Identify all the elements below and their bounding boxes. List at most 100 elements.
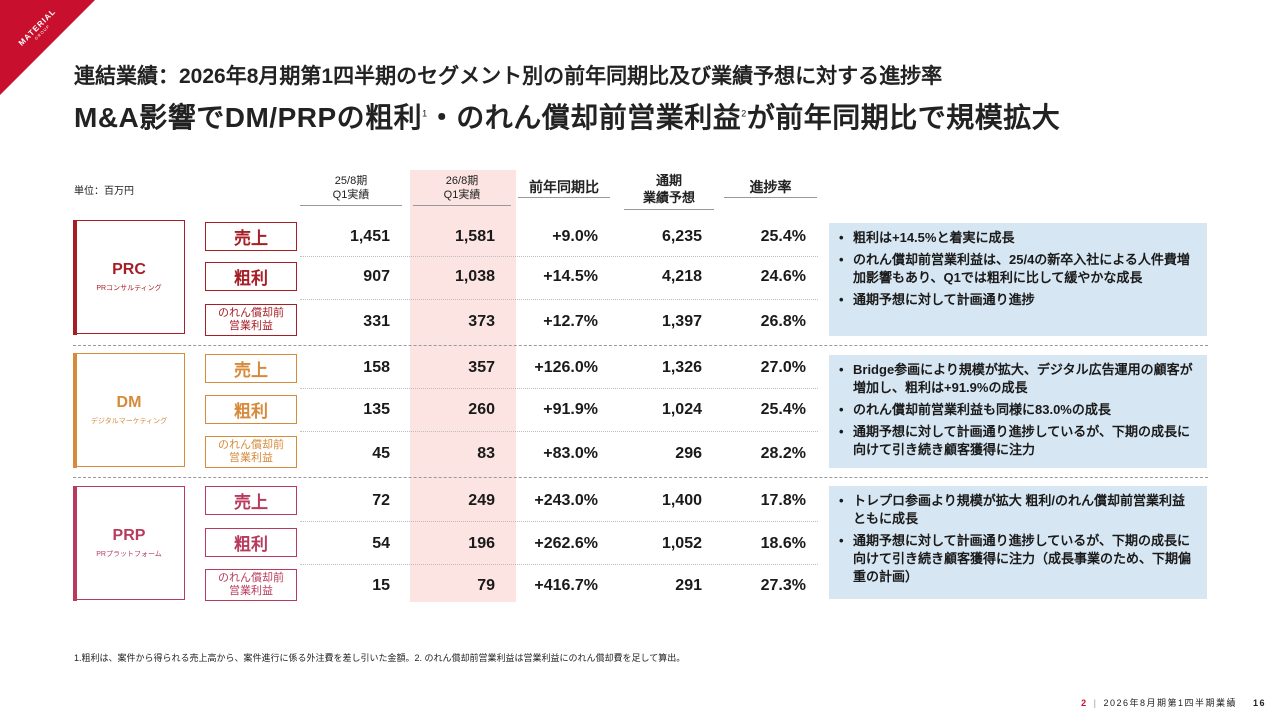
- note-item: のれん償却前営業利益も同様に83.0%の成長: [837, 401, 1197, 419]
- brand-corner: [0, 0, 95, 95]
- cell-prc-op-prev: 331: [363, 313, 390, 330]
- row-label-gross: 粗利: [205, 528, 297, 557]
- segment-box-dm: DM デジタルマーケティング: [72, 352, 185, 468]
- cell-prc-op-forecast: 1,397: [661, 313, 702, 330]
- segment-name: PRP: [112, 527, 146, 544]
- segment-subname: PRプラットフォーム: [96, 551, 162, 558]
- page-number: 16: [1252, 698, 1266, 708]
- cell-prc-sales-prev: 1,451: [349, 228, 390, 245]
- current-period-highlight: [410, 170, 516, 602]
- col-header-curr-line2: Q1実績: [443, 189, 481, 201]
- cell-prp-op-forecast: 291: [675, 577, 702, 594]
- row-label-op-line1: のれん償却前: [218, 307, 284, 319]
- row-label-gross: 粗利: [205, 395, 297, 424]
- row-separator: [300, 431, 818, 432]
- row-separator: [300, 256, 818, 257]
- row-separator: [300, 299, 818, 300]
- cell-prp-gross-yoy: +262.6%: [534, 535, 598, 552]
- row-label-op: のれん償却前 営業利益: [205, 304, 297, 336]
- segment-subname: デジタルマーケティング: [90, 418, 168, 425]
- cell-prp-op-progress: 27.3%: [760, 577, 806, 594]
- title-part-2: ・のれん償却前営業利益: [427, 102, 742, 133]
- note-item: 通期予想に対して計画通り進捗しているが、下期の成長に向けて引き続き顧客獲得に注力: [837, 423, 1197, 459]
- cell-dm-gross-forecast: 1,024: [661, 401, 702, 418]
- row-label-sales: 売上: [205, 354, 297, 383]
- notes-dm: Bridge参画により規模が拡大、デジタル広告運用の顧客が増加し、粗利は+91.…: [829, 355, 1207, 468]
- cell-prp-op-prev: 15: [372, 577, 390, 594]
- cell-prp-sales-yoy: +243.0%: [534, 492, 598, 509]
- notes-prp: トレプロ参画より規模が拡大 粗利/のれん償却前営業利益ともに成長 通期予想に対し…: [829, 486, 1207, 599]
- cell-prp-gross-progress: 18.6%: [760, 535, 806, 552]
- cell-dm-op-curr: 83: [477, 445, 495, 462]
- segment-accent-bar: [72, 219, 77, 335]
- cell-dm-sales-curr: 357: [468, 359, 495, 376]
- footer-divider: |: [1093, 698, 1098, 708]
- col-header-prev-line2: Q1実績: [332, 189, 370, 201]
- segment-box-prp: PRP PRプラットフォーム: [72, 485, 185, 601]
- row-label-op-line2: 営業利益: [229, 585, 273, 597]
- title-footnote-1: 1: [422, 108, 428, 119]
- segment-box-prc: PRC PRコンサルティング: [72, 219, 185, 335]
- row-label-op: のれん償却前 営業利益: [205, 436, 297, 468]
- title-part-1: M&A影響でDM/PRPの粗利: [74, 102, 423, 133]
- cell-prp-gross-prev: 54: [372, 535, 390, 552]
- row-label-sales: 売上: [205, 486, 297, 515]
- col-header-prev-line1: 25/8期: [334, 175, 368, 187]
- cell-prp-sales-forecast: 1,400: [661, 492, 702, 509]
- footnote: 1.粗利は、案件から得られる売上高から、案件進行に係る外注費を差し引いた金額。2…: [74, 653, 686, 663]
- row-label-op-line2: 営業利益: [229, 452, 273, 464]
- col-header-forecast-line1: 通期: [655, 173, 682, 188]
- segment-name: PRC: [112, 261, 146, 278]
- note-item: 粗利は+14.5%と着実に成長: [837, 229, 1197, 247]
- page-title: M&A影響でDM/PRPの粗利1・のれん償却前営業利益2が前年同期比で規模拡大: [74, 96, 1060, 136]
- cell-prc-gross-yoy: +14.5%: [543, 268, 598, 285]
- cell-prc-sales-curr: 1,581: [454, 228, 495, 245]
- row-label-op: のれん償却前 営業利益: [205, 569, 297, 601]
- notes-prc: 粗利は+14.5%と着実に成長 のれん償却前営業利益は、25/4の新卒入社による…: [829, 223, 1207, 336]
- cell-dm-op-prev: 45: [372, 445, 390, 462]
- note-item: 通期予想に対して計画通り進捗: [837, 291, 1197, 309]
- cell-prc-op-curr: 373: [468, 313, 495, 330]
- cell-prp-gross-curr: 196: [468, 535, 495, 552]
- unit-label: 単位：百万円: [74, 186, 134, 197]
- cell-prc-gross-prev: 907: [363, 268, 390, 285]
- col-header-curr-line1: 26/8期: [445, 175, 479, 187]
- note-item: トレプロ参画より規模が拡大 粗利/のれん償却前営業利益ともに成長: [837, 492, 1197, 528]
- cell-dm-sales-progress: 27.0%: [760, 359, 806, 376]
- col-header-forecast: 通期 業績予想: [624, 172, 714, 210]
- title-part-3: が前年同期比で規模拡大: [746, 102, 1061, 133]
- group-separator: [73, 345, 1208, 346]
- row-separator: [300, 564, 818, 565]
- segment-accent-bar: [72, 352, 77, 468]
- cell-dm-op-forecast: 296: [675, 445, 702, 462]
- row-label-sales: 売上: [205, 222, 297, 251]
- cell-dm-sales-prev: 158: [363, 359, 390, 376]
- row-label-gross: 粗利: [205, 262, 297, 291]
- cell-prp-sales-prev: 72: [372, 492, 390, 509]
- col-header-yoy: 前年同期比: [518, 180, 610, 198]
- col-header-prev: 25/8期 Q1実績: [300, 174, 402, 206]
- cell-prp-op-yoy: +416.7%: [534, 577, 598, 594]
- segment-subname: PRコンサルティング: [96, 285, 162, 292]
- row-separator: [300, 388, 818, 389]
- cell-prc-gross-progress: 24.6%: [760, 268, 806, 285]
- row-label-op-line1: のれん償却前: [218, 572, 284, 584]
- col-header-forecast-line2: 業績予想: [642, 190, 695, 205]
- cell-dm-gross-progress: 25.4%: [760, 401, 806, 418]
- cell-dm-op-yoy: +83.0%: [543, 445, 598, 462]
- cell-prc-gross-forecast: 4,218: [661, 268, 702, 285]
- cell-prc-sales-yoy: +9.0%: [552, 228, 598, 245]
- footer-label: 2026年8月期第1四半期業績: [1103, 698, 1237, 708]
- col-header-progress: 進捗率: [724, 180, 817, 198]
- cell-dm-sales-yoy: +126.0%: [534, 359, 598, 376]
- page-subtitle: 連結業績：2026年8月期第1四半期のセグメント別の前年同期比及び業績予想に対す…: [74, 65, 943, 88]
- cell-prc-op-progress: 26.8%: [760, 313, 806, 330]
- title-footnote-2: 2: [741, 108, 747, 119]
- cell-dm-gross-yoy: +91.9%: [543, 401, 598, 418]
- col-header-curr: 26/8期 Q1実績: [413, 174, 511, 206]
- note-item: のれん償却前営業利益は、25/4の新卒入社による人件費増加影響もあり、Q1では粗…: [837, 251, 1197, 287]
- cell-dm-op-progress: 28.2%: [760, 445, 806, 462]
- segment-accent-bar: [72, 485, 77, 601]
- segment-name: DM: [116, 394, 142, 411]
- cell-dm-gross-prev: 135: [363, 401, 390, 418]
